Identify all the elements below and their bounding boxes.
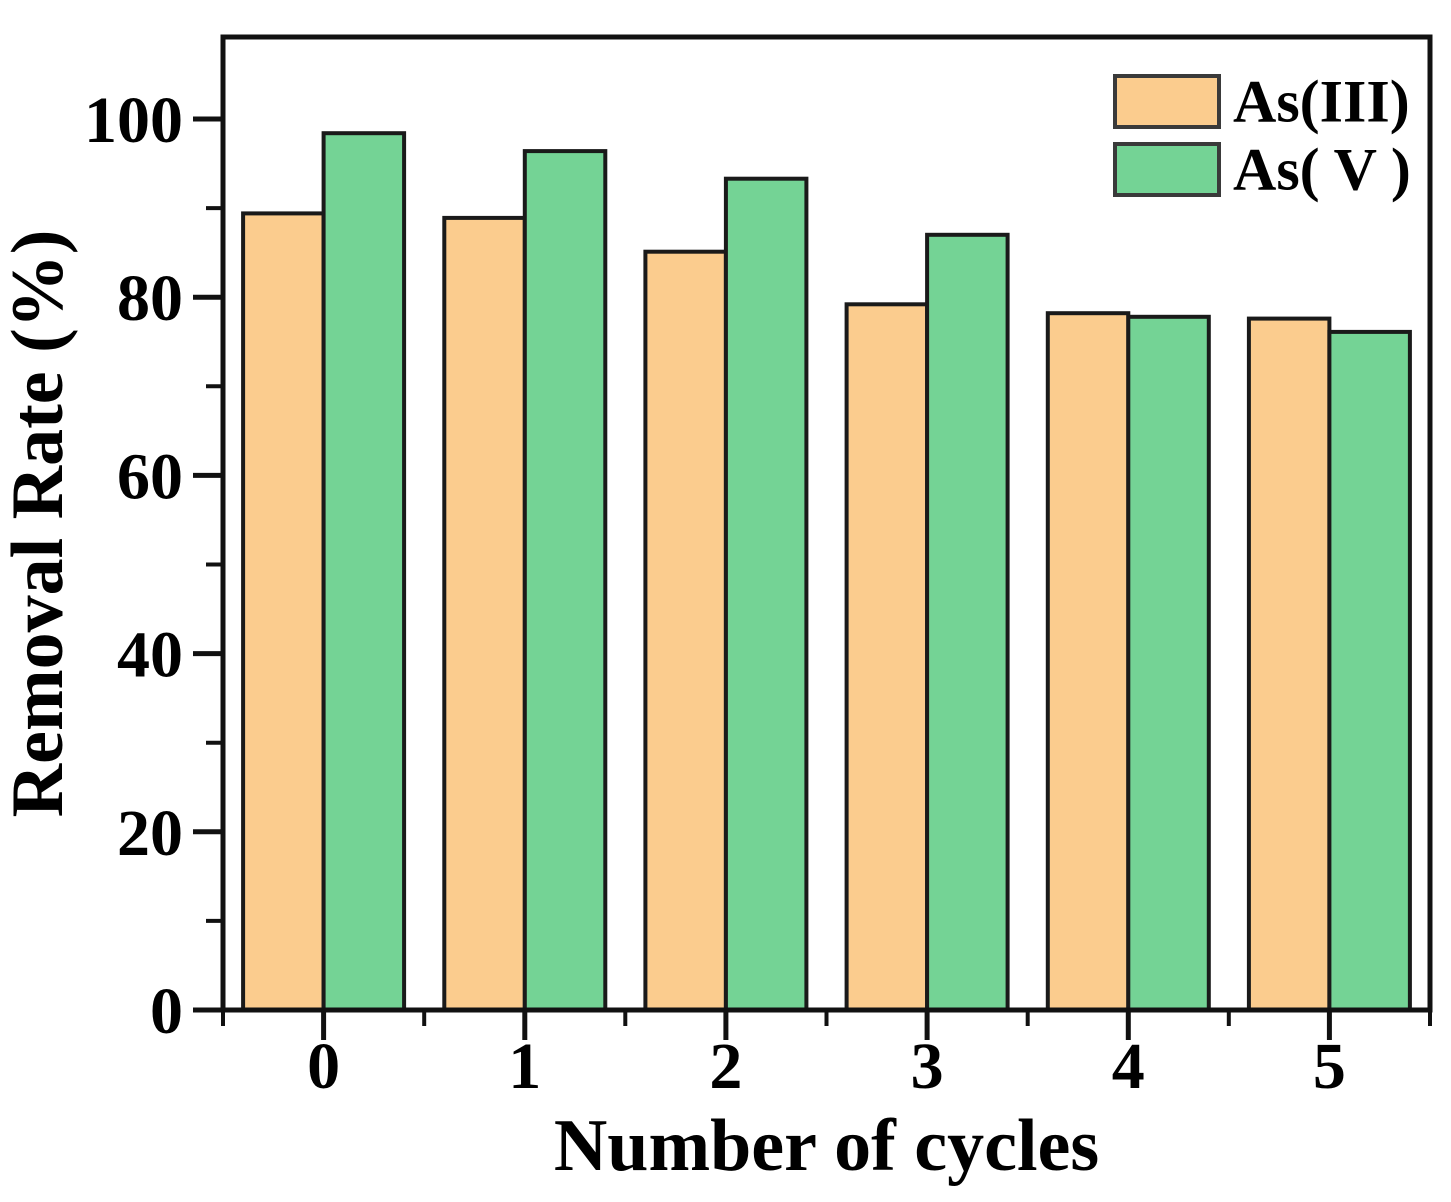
legend-swatch-as-v (1113, 142, 1221, 197)
x-tick-label: 5 (1313, 1030, 1346, 1103)
bar-as-iii--cycle-0 (241, 211, 326, 1012)
bar-as-iii--cycle-4 (1045, 311, 1131, 1012)
y-tick-label: 0 (150, 975, 183, 1048)
bar-as-iii--cycle-1 (442, 215, 527, 1012)
bar-as-iii--cycle-3 (844, 302, 930, 1012)
y-axis-ticks: 0 20 40 60 80 100 (84, 84, 223, 1048)
x-tick-label: 3 (911, 1030, 944, 1103)
x-tick-label: 4 (1112, 1030, 1145, 1103)
x-tick-label: 0 (307, 1030, 340, 1103)
bar-as-v--cycle-2 (723, 176, 809, 1012)
bar-as-iii--cycle-5 (1246, 316, 1332, 1013)
bar-as-v--cycle-4 (1126, 314, 1211, 1012)
legend-swatch-as-iii (1113, 74, 1221, 129)
legend-label-as-v: As( V ) (1233, 137, 1411, 203)
x-tick-label: 2 (709, 1030, 742, 1103)
y-tick-label: 60 (117, 440, 183, 513)
bars-as-iii (241, 211, 1332, 1013)
bar-as-v--cycle-5 (1327, 329, 1412, 1012)
bar-as-iii--cycle-2 (643, 249, 728, 1012)
bar-as-v--cycle-3 (925, 232, 1010, 1013)
y-axis-title: Removal Rate (%) (0, 230, 79, 818)
legend: As(III)As( V ) (1113, 69, 1411, 203)
bar-as-v--cycle-0 (321, 131, 407, 1012)
y-tick-label: 100 (84, 84, 183, 157)
x-axis-ticks: 0 1 2 3 4 5 (221, 1010, 1432, 1103)
bar-as-v--cycle-1 (522, 149, 608, 1013)
x-tick-label: 1 (508, 1030, 541, 1103)
y-tick-label: 40 (117, 619, 183, 692)
x-axis-title: Number of cycles (554, 1105, 1099, 1187)
y-tick-label: 80 (117, 262, 183, 335)
legend-label-as-iii: As(III) (1233, 69, 1410, 135)
y-tick-label: 20 (117, 797, 183, 870)
